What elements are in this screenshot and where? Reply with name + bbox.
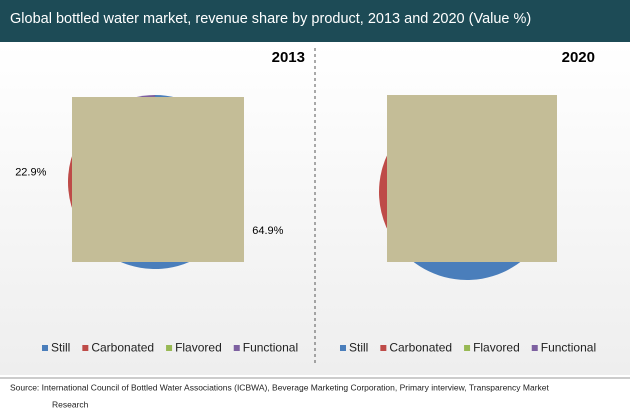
legend-label: Flavored — [473, 341, 520, 355]
header-bar — [0, 0, 630, 42]
source: Research — [52, 399, 89, 409]
chart-subtitle: 2020 — [562, 49, 595, 66]
legend-swatch — [464, 345, 471, 351]
legend-swatch — [233, 345, 240, 351]
overlay — [72, 97, 244, 262]
legend-label: Carbonated — [389, 341, 452, 355]
charts: 2013 64.9% 22.9% Still Carbonated Flavored Fun… — [15, 49, 596, 355]
data-label: 22.9% — [15, 167, 46, 179]
legend-swatch — [42, 345, 48, 351]
legend-label: Flavored — [175, 341, 222, 355]
legend-label: Functional — [243, 341, 298, 355]
legend-label: Functional — [541, 341, 596, 355]
legend-swatch — [531, 345, 538, 351]
legend-swatch — [166, 345, 173, 351]
legend-label: Still — [51, 341, 70, 355]
data-label: 64.9% — [252, 225, 283, 237]
chart-title: Global bottled water market, revenue sha… — [10, 11, 531, 27]
chart-subtitle: 2013 — [272, 49, 305, 66]
legend-swatch — [340, 345, 346, 351]
overlay — [387, 95, 557, 262]
legend-swatch — [82, 345, 89, 351]
legend-label: Still — [349, 341, 368, 355]
source: Source: International Council of Bottled… — [10, 382, 550, 392]
legend-swatch — [380, 345, 387, 351]
legend-label: Carbonated — [91, 341, 154, 355]
